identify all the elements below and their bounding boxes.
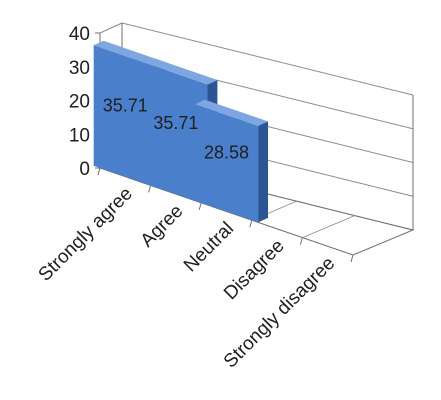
category-label-3: Neutral: [180, 218, 238, 276]
y-tick-label-10: 10: [69, 125, 90, 146]
gridline-back-40: [121, 22, 414, 96]
x-tick-mark: [97, 167, 101, 176]
y-tick-label-0: 0: [79, 159, 90, 180]
x-tick-mark: [198, 202, 202, 210]
bars-layer: [93, 40, 268, 223]
bar-3: [194, 99, 268, 223]
category-label-1: Strongly agree: [35, 183, 137, 285]
data-label-1: 35.71: [103, 96, 148, 116]
bar-top-face: [144, 58, 218, 85]
data-label-3: 28.58: [204, 142, 249, 162]
x-tick-mark: [249, 220, 253, 228]
bar-top-face: [194, 99, 268, 126]
y-tick-label-30: 30: [69, 58, 90, 79]
category-label-4: Disagree: [220, 236, 289, 305]
floor-separator: [302, 215, 355, 238]
data-label-2: 35.71: [153, 113, 198, 133]
x-tick-mark: [148, 185, 152, 193]
x-tick-mark: [350, 254, 354, 263]
bar-side-face: [258, 121, 268, 223]
category-label-2: Agree: [137, 201, 188, 252]
bar-front-face: [144, 62, 208, 206]
bar-front-face: [194, 104, 259, 223]
x-tick-mark: [299, 237, 303, 245]
y-tick-label-20: 20: [69, 92, 90, 113]
bar-front-face: [93, 45, 157, 188]
gridline-side-40: [99, 22, 123, 34]
bar-top-face: [93, 40, 167, 68]
y-tick-label-40: 40: [69, 24, 90, 45]
